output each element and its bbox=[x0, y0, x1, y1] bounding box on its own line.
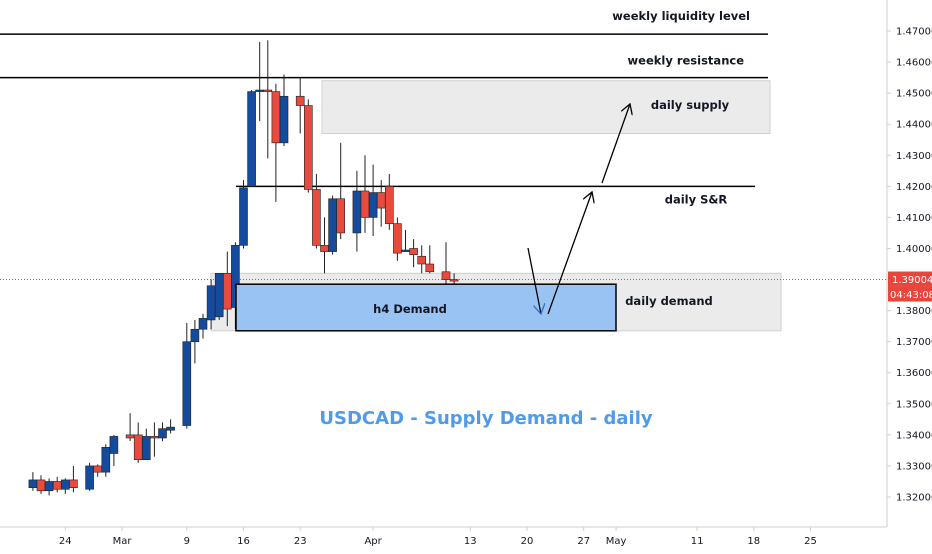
weekly-liquidity-label: weekly liquidity level bbox=[612, 9, 750, 23]
candle-bearish bbox=[303, 105, 313, 190]
time-tick-label: Apr bbox=[364, 536, 382, 547]
price-tick-label: 1.33000 bbox=[896, 461, 932, 472]
candle-bearish bbox=[320, 245, 329, 252]
price-tick-label: 1.42000 bbox=[896, 182, 932, 193]
time-tick-label: 24 bbox=[59, 536, 72, 547]
candle-bullish bbox=[328, 198, 337, 252]
candle-bearish bbox=[93, 465, 102, 473]
countdown-value: 04:43:08 bbox=[890, 290, 932, 301]
price-tick-label: 1.47000 bbox=[896, 27, 932, 38]
candle-bullish bbox=[182, 341, 192, 426]
price-tick-label: 1.40000 bbox=[896, 244, 932, 255]
candle-bearish bbox=[295, 95, 305, 106]
candle-bearish bbox=[417, 255, 427, 265]
candle-bearish bbox=[384, 186, 394, 224]
price-tick-label: 1.43000 bbox=[896, 151, 932, 162]
candle-bullish bbox=[255, 89, 264, 92]
price-tick-label: 1.38000 bbox=[896, 306, 932, 317]
candle-bullish bbox=[279, 95, 289, 144]
arrow-down-into-demand bbox=[527, 247, 541, 314]
candle-bullish bbox=[198, 318, 208, 330]
candle-bearish bbox=[150, 436, 159, 439]
price-tick-label: 1.45000 bbox=[896, 89, 932, 100]
candle-bullish bbox=[158, 428, 167, 439]
candle-bullish bbox=[247, 91, 256, 187]
candle-bullish bbox=[28, 479, 38, 488]
candle-bearish bbox=[263, 89, 273, 92]
candle-bullish bbox=[85, 465, 94, 490]
candle-bullish bbox=[401, 249, 410, 252]
time-tick-label: 27 bbox=[577, 536, 590, 547]
candle-bullish bbox=[109, 436, 119, 454]
time-tick-label: 13 bbox=[464, 536, 477, 547]
candle-bearish bbox=[449, 279, 459, 282]
current-price-badge bbox=[888, 271, 932, 287]
price-tick-label: 1.36000 bbox=[896, 368, 932, 379]
candle-bullish bbox=[142, 436, 151, 461]
candle-bearish bbox=[425, 263, 435, 273]
time-tick-label: 11 bbox=[691, 536, 704, 547]
candle-bearish bbox=[69, 479, 78, 488]
candle-bearish bbox=[360, 190, 370, 218]
candle-bearish bbox=[441, 271, 451, 280]
price-tick-label: 1.32000 bbox=[896, 493, 932, 504]
time-tick-label: 16 bbox=[237, 536, 250, 547]
candle-bullish bbox=[368, 192, 378, 218]
price-tick-label: 1.44000 bbox=[896, 120, 932, 131]
arrow-up-to-supply bbox=[601, 104, 630, 184]
daily-supply-zone bbox=[321, 80, 771, 135]
time-tick-label: May bbox=[606, 536, 627, 547]
candle-bearish bbox=[393, 223, 402, 254]
candle-bullish bbox=[190, 328, 200, 342]
candle-bearish bbox=[223, 273, 232, 310]
candle-bearish bbox=[271, 91, 281, 144]
chart-title: USDCAD - Supply Demand - daily bbox=[319, 408, 652, 429]
candle-bearish bbox=[336, 198, 346, 234]
candle-bullish bbox=[44, 481, 54, 492]
candle-bearish bbox=[36, 479, 46, 492]
price-tick-label: 1.35000 bbox=[896, 399, 932, 410]
price-tick-label: 1.46000 bbox=[896, 58, 932, 69]
price-tick-label: 1.37000 bbox=[896, 337, 932, 348]
current-price-value: 1.39004 bbox=[892, 275, 932, 286]
candle-bullish bbox=[101, 446, 111, 473]
time-tick-label: 25 bbox=[804, 536, 817, 547]
candle-bearish bbox=[409, 248, 418, 255]
h4-demand-zone bbox=[235, 283, 617, 332]
candle-bearish bbox=[312, 189, 321, 246]
weekly-resistance-label: weekly resistance bbox=[628, 54, 745, 68]
daily-demand-label: daily demand bbox=[625, 294, 713, 308]
candle-bullish bbox=[239, 187, 248, 246]
candle-bearish bbox=[52, 481, 62, 490]
price-tick-label: 1.34000 bbox=[896, 430, 932, 441]
time-tick-label: 18 bbox=[747, 536, 760, 547]
candle-bullish bbox=[166, 426, 175, 431]
countdown-badge bbox=[888, 286, 932, 302]
candle-bearish bbox=[376, 192, 386, 209]
candle-bullish bbox=[206, 285, 216, 321]
time-tick-label: 23 bbox=[294, 536, 307, 547]
candle-bearish bbox=[125, 434, 135, 439]
price-tick-label: 1.41000 bbox=[896, 213, 932, 224]
daily-sr-label: daily S&R bbox=[665, 192, 728, 206]
arrow-up-to-sr bbox=[547, 192, 592, 315]
time-tick-label: Mar bbox=[113, 536, 133, 547]
daily-supply-label: daily supply bbox=[651, 98, 730, 112]
time-tick-label: 9 bbox=[184, 536, 190, 547]
candle-bullish bbox=[60, 479, 70, 490]
time-tick-label: 20 bbox=[521, 536, 534, 547]
h4-demand-label: h4 Demand bbox=[373, 302, 447, 316]
candle-bullish bbox=[352, 190, 362, 234]
candle-bullish bbox=[214, 273, 224, 318]
candle-bearish bbox=[133, 434, 143, 461]
